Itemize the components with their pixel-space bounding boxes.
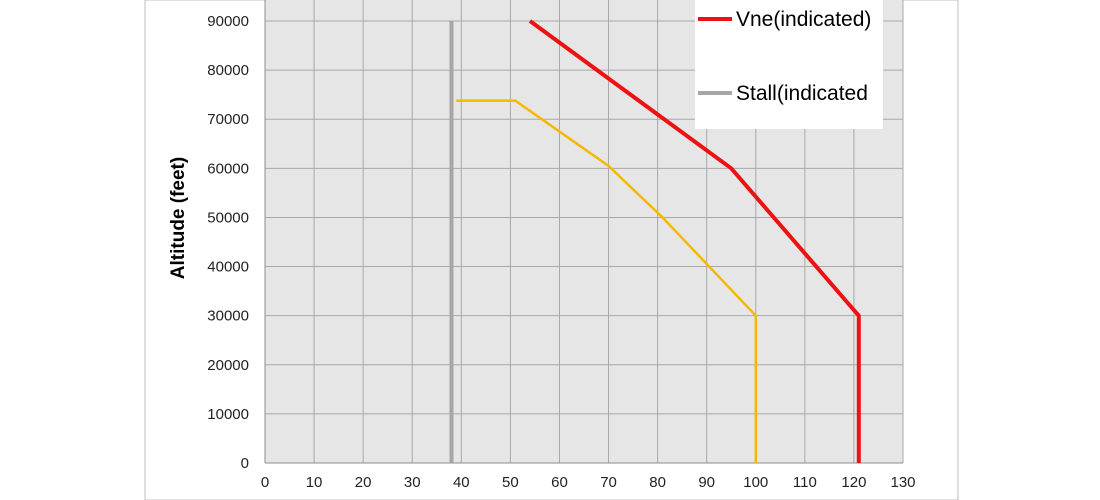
- x-tick-label: 70: [600, 474, 617, 491]
- x-tick-label: 0: [261, 474, 269, 491]
- x-tick-label: 90: [698, 474, 715, 491]
- y-tick-label: 40000: [207, 259, 249, 276]
- series-lines: [449, 19, 861, 463]
- x-axis-ticks: 0 10 20 30 40 50 60 70 80 90 100 110 120 130: [261, 474, 916, 491]
- y-tick-label: 10000: [207, 406, 249, 423]
- legend: Vne(indicated) Stall(indicated: [695, 0, 883, 129]
- x-tick-label: 110: [793, 474, 817, 491]
- y-axis-ticks: 0 10000 20000 30000 40000 50000 60000 70000 8000…: [207, 13, 249, 472]
- y-tick-label: 0: [241, 455, 249, 472]
- x-tick-label: 100: [743, 474, 768, 491]
- y-tick-label: 70000: [207, 111, 249, 128]
- legend-label: Stall(indicated: [736, 82, 868, 105]
- y-tick-label: 80000: [207, 62, 249, 79]
- x-tick-label: 40: [453, 474, 470, 491]
- x-tick-label: 120: [841, 474, 866, 491]
- x-tick-label: 30: [404, 474, 421, 491]
- x-tick-label: 60: [551, 474, 568, 491]
- y-tick-label: 60000: [207, 160, 249, 177]
- y-tick-label: 20000: [207, 357, 249, 374]
- series-line-0: [528, 19, 861, 463]
- y-axis-title: Altitude (feet): [168, 157, 189, 279]
- legend-box: [695, 0, 883, 129]
- x-tick-label: 130: [890, 474, 915, 491]
- x-tick-label: 20: [355, 474, 372, 491]
- x-tick-label: 50: [502, 474, 519, 491]
- y-tick-label: 30000: [207, 308, 249, 325]
- y-tick-label: 50000: [207, 209, 249, 226]
- legend-label: Vne(indicated): [736, 8, 871, 31]
- x-tick-label: 80: [649, 474, 666, 491]
- series-line-1: [456, 99, 758, 463]
- x-tick-label: 10: [306, 474, 323, 491]
- y-tick-label: 90000: [207, 13, 249, 30]
